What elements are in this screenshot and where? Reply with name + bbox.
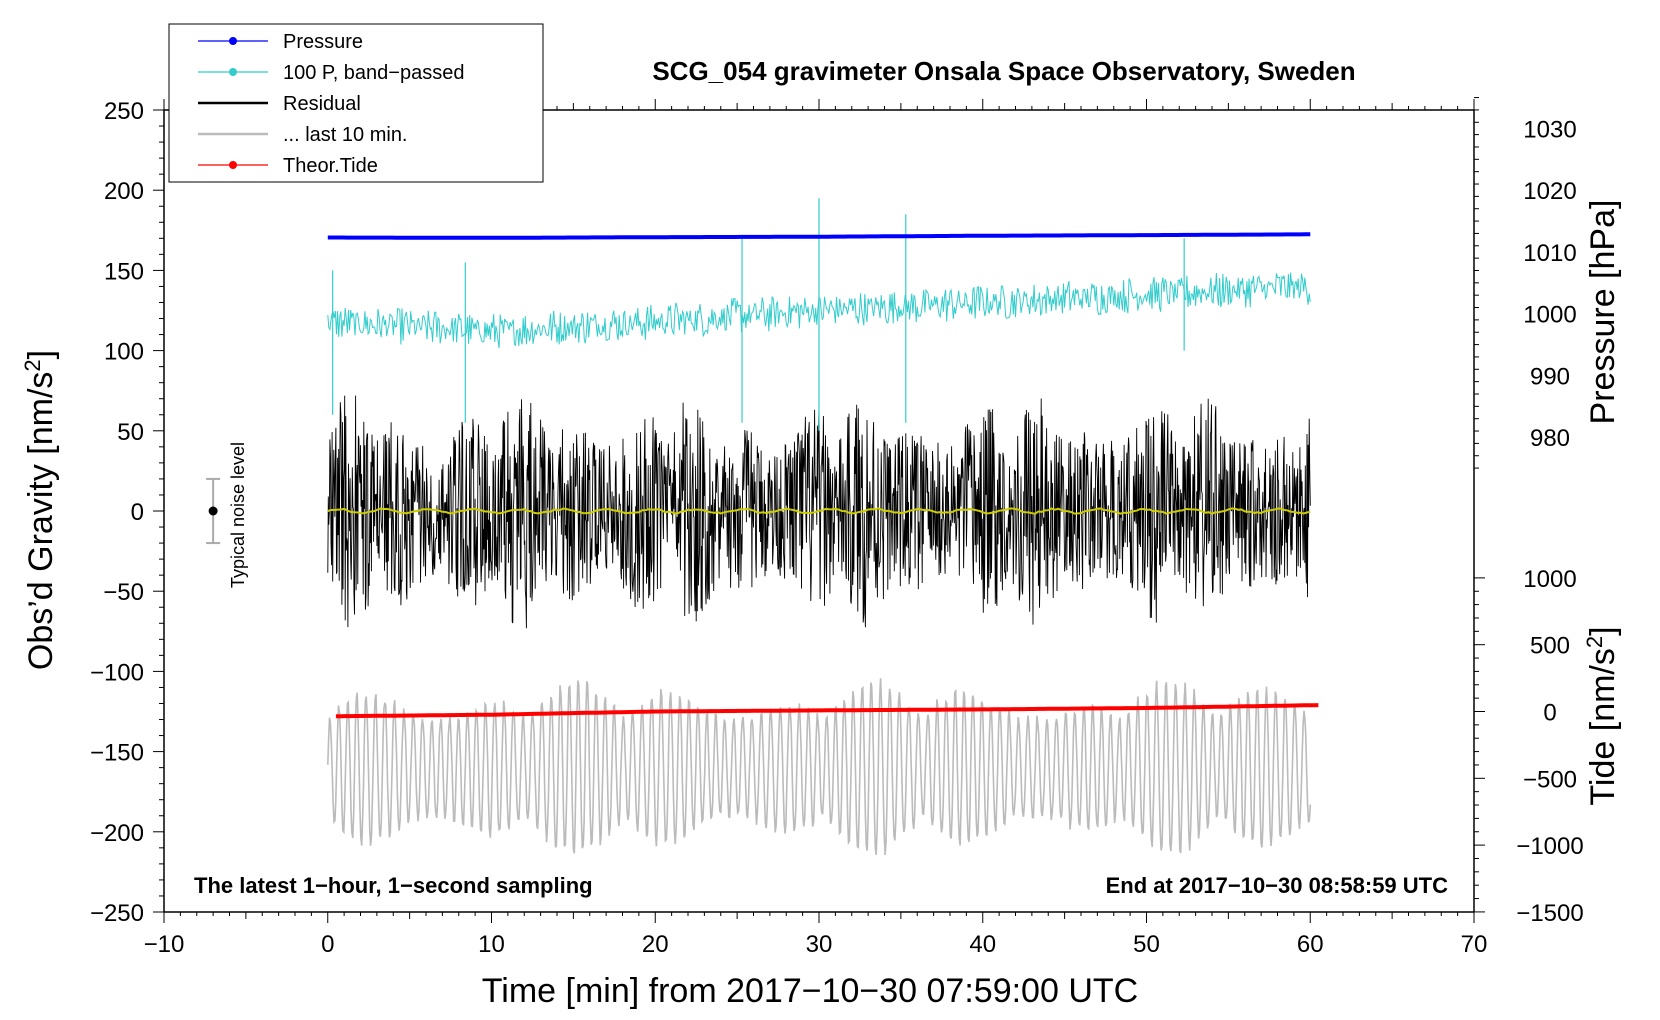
series-residual-smoothed (327, 507, 1311, 515)
chart-title: SCG_054 gravimeter Onsala Space Observat… (652, 56, 1355, 86)
x-tick-label: 0 (321, 931, 334, 958)
y-tick-label: 200 (104, 178, 144, 205)
y-axis-title-main: Obs’d Gravity [nm/s2] (20, 350, 60, 670)
y-tick-label: −200 (90, 820, 144, 847)
legend: Pressure 100 P, band−passed Residual ... la… (168, 23, 544, 183)
annotation-left: The latest 1−hour, 1−second sampling (194, 873, 593, 898)
y-tick-label: 250 (104, 98, 144, 125)
plot-layer (327, 198, 1319, 856)
y-tick-label: 150 (104, 258, 144, 285)
tide-tick-label: −500 (1523, 766, 1577, 793)
x-tick-label: 40 (969, 931, 996, 958)
tide-tick-label: −1500 (1516, 900, 1583, 927)
legend-marker (229, 37, 237, 45)
y-tick-label: 100 (104, 339, 144, 366)
x-tick-label: −10 (144, 931, 185, 958)
legend-label: ... last 10 min. (283, 124, 408, 146)
axes-layer: −10 0 10 20 30 40 50 60 70250200150100500−50−100… (90, 97, 1584, 958)
y-axis-title-main-sup: 2 (20, 359, 45, 371)
noise-level-indicator (206, 477, 221, 545)
y-axis-title-tide-end: ] (1584, 626, 1622, 635)
legend-label: Residual (283, 93, 361, 115)
legend-label: Theor.Tide (283, 155, 378, 177)
tide-tick-label: −1000 (1516, 833, 1583, 860)
pressure-tick-label: 990 (1530, 363, 1570, 390)
pressure-tick-label: 1030 (1523, 116, 1576, 143)
pressure-tick-label: 980 (1530, 425, 1570, 452)
x-axis-title: Time [min] from 2017−10−30 07:59:00 UTC (482, 972, 1138, 1010)
annotation-right: End at 2017−10−30 08:58:59 UTC (1106, 873, 1449, 898)
y-tick-label: −100 (90, 659, 144, 686)
pressure-tick-label: 1010 (1523, 240, 1576, 267)
noise-level-dot (208, 506, 218, 516)
y-tick-label: 0 (131, 499, 144, 526)
noise-level-label: Typical noise level (228, 442, 248, 588)
y-tick-label: −150 (90, 740, 144, 767)
y-axis-title-main-text: Obs’d Gravity [nm/s (22, 372, 60, 671)
x-tick-label: 60 (1297, 931, 1324, 958)
series-pressure (327, 232, 1311, 240)
y-tick-label: −50 (103, 579, 144, 606)
x-tick-label: 70 (1461, 931, 1488, 958)
tide-tick-label: 0 (1543, 700, 1556, 727)
y-axis-title-tide-text: Tide [nm/s (1584, 648, 1622, 805)
pressure-tick-label: 1000 (1523, 302, 1576, 329)
legend-label: Pressure (283, 31, 363, 53)
y-axis-title-main-end: ] (22, 350, 60, 359)
y-axis-title-tide-sup: 2 (1582, 636, 1607, 648)
legend-marker (229, 161, 237, 169)
x-tick-label: 30 (806, 931, 833, 958)
series-theoretical-tide (335, 703, 1319, 719)
y-tick-label: −250 (90, 900, 144, 927)
series-last-10-min (327, 678, 1312, 856)
x-tick-label: 10 (478, 931, 505, 958)
x-tick-label: 50 (1133, 931, 1160, 958)
y-tick-label: 50 (117, 419, 144, 446)
pressure-tick-label: 1020 (1523, 178, 1576, 205)
y-axis-title-tide: Tide [nm/s2] (1582, 626, 1622, 805)
y-axis-title-pressure: Pressure [hPa] (1584, 200, 1622, 425)
tide-tick-label: 500 (1530, 633, 1570, 660)
x-tick-label: 20 (642, 931, 669, 958)
legend-marker (229, 68, 237, 76)
tide-tick-label: 1000 (1523, 566, 1576, 593)
legend-label: 100 P, band−passed (283, 62, 464, 84)
